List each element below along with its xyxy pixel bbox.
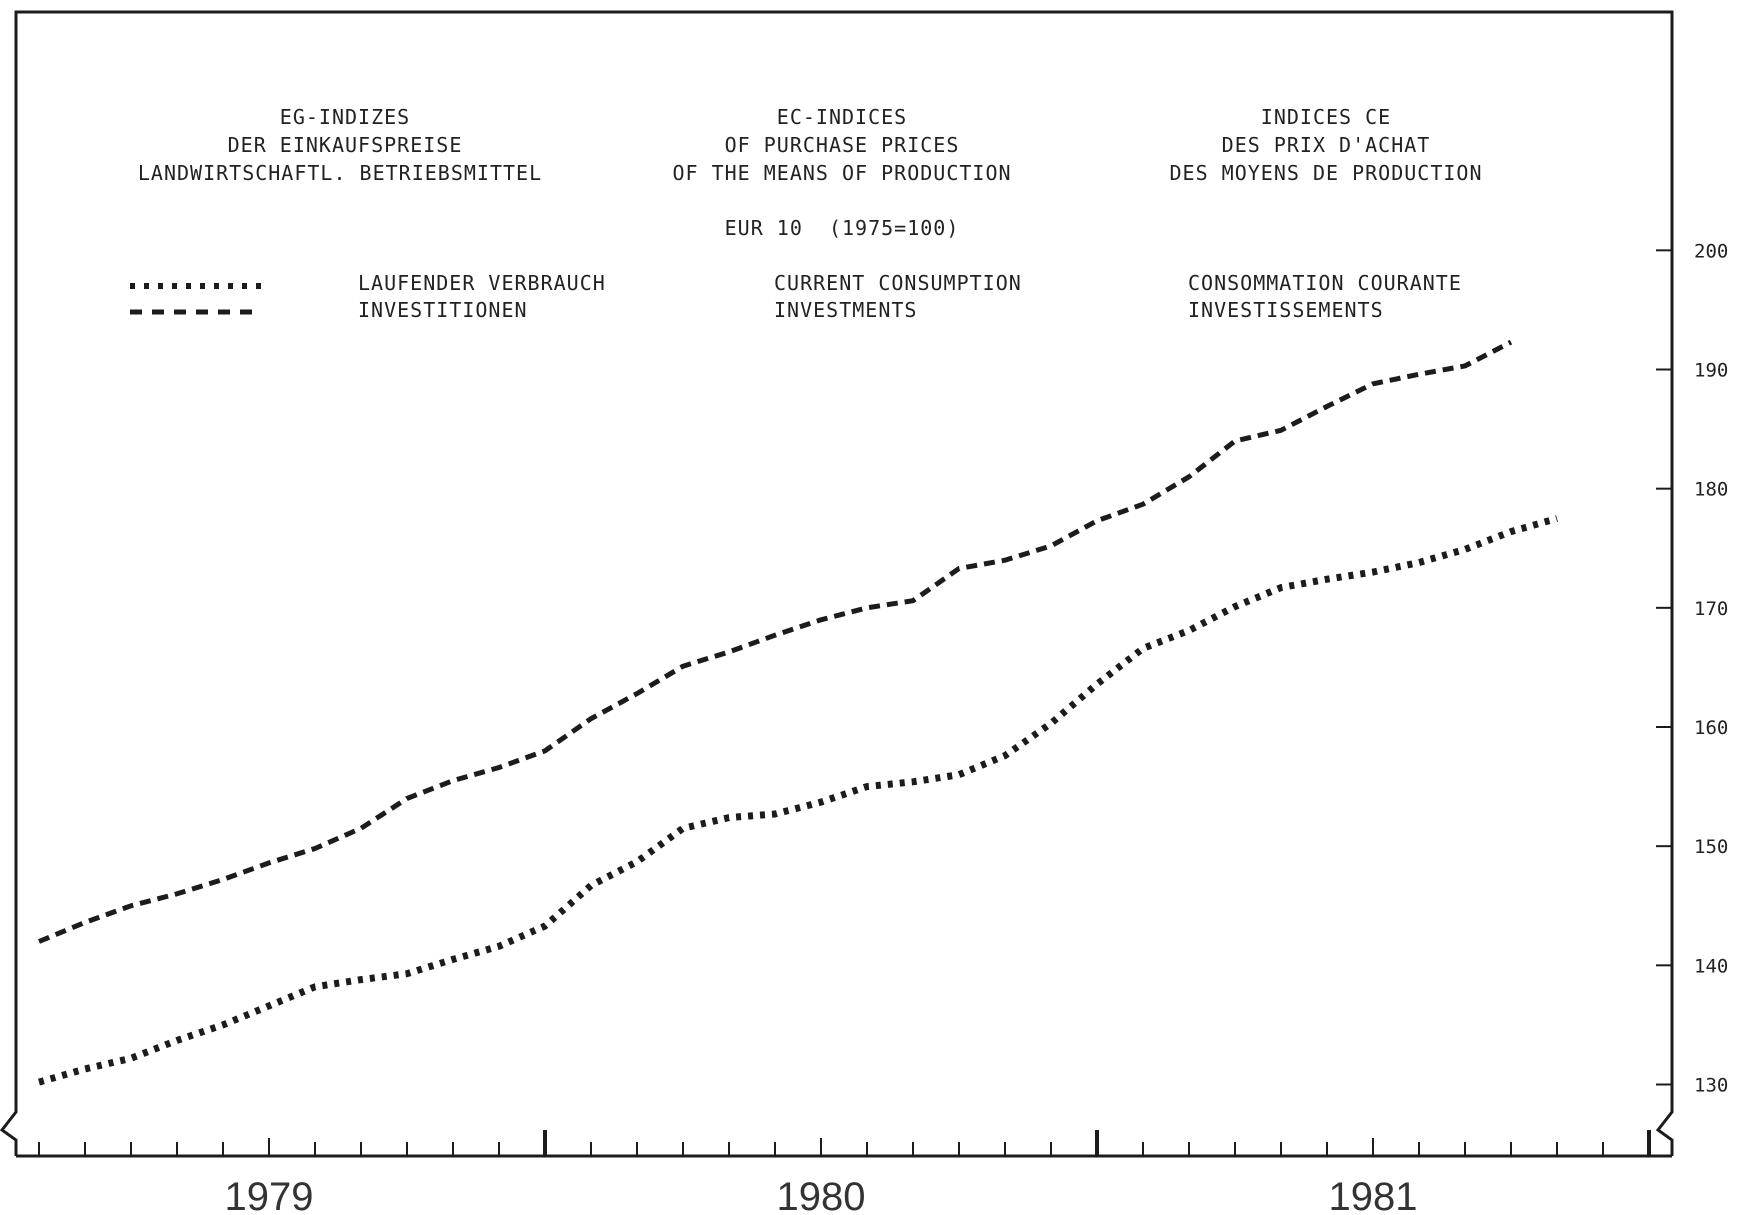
header-en-line-2: OF PURCHASE PRICES [725,133,960,157]
header-fr-line-3: DES MOYENS DE PRODUCTION [1170,161,1483,185]
header-de-line-1: EG-INDIZES [280,105,410,129]
header-de-line-3: LANDWIRTSCHAFTL. BETRIEBSMITTEL [138,161,542,185]
x-axis: 1979 1980 1981 [38,1130,1651,1215]
y-tick-label: 180 [1694,479,1728,501]
legend-de-current-consumption: LAUFENDER VERBRAUCH [358,271,606,295]
y-tick-label: 190 [1694,360,1728,382]
legend-de-investments: INVESTITIONEN [358,298,528,322]
y-tick-label: 160 [1694,717,1728,739]
header-fr-line-2: DES PRIX D'ACHAT [1222,133,1431,157]
legend-fr-current-consumption: CONSOMMATION COURANTE [1188,271,1462,295]
axis-break-right [1655,1092,1674,1156]
legend-fr-investments: INVESTISSEMENTS [1188,298,1384,322]
x-tick-label-year: 1980 [777,1175,866,1215]
series-layer [38,339,1558,1086]
y-tick-label: 140 [1694,955,1728,977]
y-axis: 130 140 150 160 170 180 190 200 [1656,240,1728,1097]
series-line-current-consumption [38,515,1558,1086]
chart-subtitle: EUR 10 (1975=100) [725,216,960,240]
y-tick-label: 170 [1694,598,1728,620]
y-tick-label: 200 [1694,240,1728,262]
header-en-line-3: OF THE MEANS OF PRODUCTION [672,161,1011,185]
legend-en-investments: INVESTMENTS [774,298,917,322]
chart-header: EG-INDIZES DER EINKAUFSPREISE LANDWIRTSC… [138,105,1483,240]
header-de-line-2: DER EINKAUFSPREISE [228,133,463,157]
x-tick-label-year: 1979 [225,1175,314,1215]
legend: LAUFENDER VERBRAUCH INVESTITIONEN CURREN… [130,271,1462,322]
plot-frame [0,10,1674,1158]
y-tick-label: 150 [1694,836,1728,858]
x-tick-label-year: 1981 [1329,1175,1418,1215]
legend-en-current-consumption: CURRENT CONSUMPTION [774,271,1022,295]
series-line-investments [38,339,1513,944]
frame-left [14,10,1674,1092]
header-fr-line-1: INDICES CE [1261,105,1391,129]
y-tick-label: 130 [1694,1075,1728,1097]
axis-break-left [0,1092,18,1156]
header-en-line-1: EC-INDICES [777,105,907,129]
